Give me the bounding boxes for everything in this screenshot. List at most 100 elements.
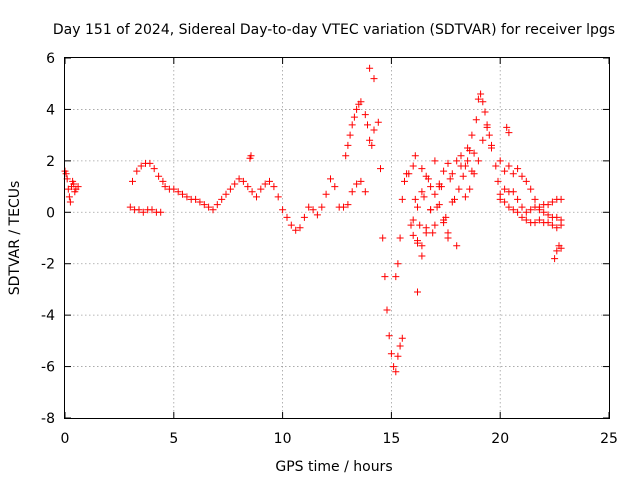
data-point <box>411 152 419 160</box>
data-point <box>435 201 443 209</box>
data-point <box>553 247 561 255</box>
data-point <box>398 334 406 342</box>
data-point <box>409 216 417 224</box>
data-point <box>522 216 530 224</box>
x-tick-label: 0 <box>61 431 70 447</box>
x-tick-label: 20 <box>491 431 509 447</box>
data-point <box>407 221 415 229</box>
data-point <box>448 198 456 206</box>
gridlines <box>65 58 609 418</box>
data-point <box>553 213 561 221</box>
data-point <box>65 193 73 201</box>
data-point <box>531 195 539 203</box>
data-point <box>346 131 354 139</box>
data-point <box>409 231 417 239</box>
data-point <box>420 193 428 201</box>
data-point <box>466 185 474 193</box>
data-point <box>279 206 287 214</box>
data-point <box>353 105 361 113</box>
data-point <box>300 213 308 221</box>
data-point <box>544 201 552 209</box>
y-tick-label: 4 <box>46 102 55 118</box>
chart-title: Day 151 of 2024, Sidereal Day-to-day VTE… <box>53 22 615 38</box>
data-point <box>553 224 561 232</box>
data-point <box>422 229 430 237</box>
data-point <box>196 198 204 206</box>
data-point <box>313 211 321 219</box>
data-point <box>344 141 352 149</box>
data-point <box>457 152 465 160</box>
data-point <box>331 183 339 191</box>
data-point <box>71 188 79 196</box>
data-point <box>444 234 452 242</box>
data-point <box>368 141 376 149</box>
data-point <box>179 190 186 198</box>
data-point <box>544 211 552 219</box>
data-point <box>427 183 435 191</box>
data-point <box>159 177 167 185</box>
data-point <box>350 113 358 121</box>
data-point <box>253 193 260 201</box>
data-point <box>69 177 77 185</box>
data-point <box>174 188 182 196</box>
data-point <box>135 206 143 214</box>
data-point <box>381 273 389 281</box>
y-tick-label: 2 <box>46 154 55 170</box>
data-point <box>448 170 456 178</box>
data-point <box>283 213 291 221</box>
data-point <box>535 216 543 224</box>
data-point <box>205 203 213 211</box>
data-point <box>146 159 154 167</box>
data-point <box>477 90 485 98</box>
data-point <box>385 332 393 340</box>
data-point <box>544 219 552 227</box>
data-point <box>509 206 517 214</box>
y-tick-label: -8 <box>41 411 55 427</box>
data-point <box>296 224 304 232</box>
data-point <box>344 201 352 209</box>
data-point <box>411 195 419 203</box>
data-point <box>479 98 487 106</box>
data-point <box>496 190 504 198</box>
data-point <box>248 188 256 196</box>
data-point <box>401 177 408 185</box>
data-point <box>405 170 413 178</box>
data-point <box>527 206 535 214</box>
data-point <box>357 98 365 106</box>
data-point <box>247 152 255 160</box>
data-point <box>431 221 439 229</box>
data-point <box>361 111 369 119</box>
data-point <box>427 206 435 214</box>
data-point <box>218 195 226 203</box>
data-point <box>257 185 265 193</box>
x-tick-label: 15 <box>382 431 400 447</box>
data-point <box>468 131 476 139</box>
data-point <box>161 183 169 191</box>
data-point <box>137 162 145 170</box>
data-point <box>557 195 565 203</box>
data-point <box>366 64 374 72</box>
data-point <box>514 165 522 173</box>
data-point <box>222 190 230 198</box>
y-tick-label: -6 <box>41 360 55 376</box>
data-point <box>66 198 74 206</box>
data-point <box>485 131 493 139</box>
data-point <box>348 121 356 129</box>
data-point <box>494 177 502 185</box>
data-point <box>129 177 136 185</box>
data-point <box>327 175 334 183</box>
data-point <box>440 216 448 224</box>
data-point <box>535 206 543 214</box>
data-point <box>74 183 82 191</box>
data-point <box>472 116 480 124</box>
data-point <box>501 185 509 193</box>
data-point <box>431 157 439 165</box>
x-tick-label: 10 <box>274 431 292 447</box>
data-point <box>522 177 530 185</box>
data-point <box>379 234 387 242</box>
data-point <box>557 216 565 224</box>
data-point <box>435 183 443 191</box>
data-point <box>64 185 72 193</box>
y-tick-label: 0 <box>46 205 55 221</box>
